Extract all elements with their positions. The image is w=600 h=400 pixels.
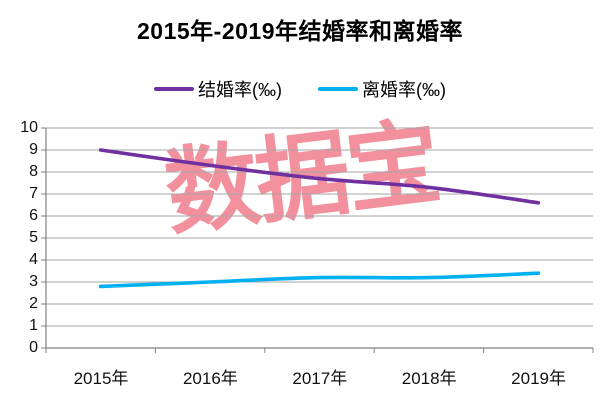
y-tick-label: 8 bbox=[29, 163, 38, 180]
x-tick-label-2017: 2017年 bbox=[292, 369, 348, 388]
y-tick-label: 7 bbox=[29, 185, 38, 202]
legend-item-marriage-rate: 结婚率(‰) bbox=[154, 76, 282, 102]
legend-item-divorce-rate: 离婚率(‰) bbox=[318, 76, 446, 102]
chart-title: 2015年-2019年结婚率和离婚率 bbox=[137, 18, 463, 44]
y-tick-label: 4 bbox=[29, 251, 38, 268]
y-tick-label: 5 bbox=[29, 229, 38, 246]
y-tick-label: 3 bbox=[29, 273, 38, 290]
legend-label-divorce: 离婚率(‰) bbox=[362, 80, 446, 100]
legend-line-swatch-divorce bbox=[318, 87, 358, 91]
y-tick-label: 6 bbox=[29, 207, 38, 224]
y-tick-label: 2 bbox=[29, 295, 38, 312]
x-tick-label-2015: 2015年 bbox=[73, 369, 129, 388]
y-tick-label: 1 bbox=[29, 317, 38, 334]
y-tick-label: 0 bbox=[29, 339, 38, 356]
y-tick-label: 10 bbox=[20, 119, 38, 136]
legend-line-swatch-marriage bbox=[154, 87, 194, 91]
plot-svg bbox=[41, 127, 594, 353]
x-tick-label-2016: 2016年 bbox=[182, 369, 238, 388]
series-line-1 bbox=[98, 271, 541, 289]
legend-label-marriage: 结婚率(‰) bbox=[198, 80, 282, 100]
chart-legend: 结婚率(‰) 离婚率(‰) bbox=[0, 76, 600, 102]
x-tick-label-2019: 2019年 bbox=[511, 369, 566, 388]
y-tick-label: 9 bbox=[29, 141, 38, 158]
series-line-0 bbox=[98, 148, 541, 205]
x-tick-label-2018: 2018年 bbox=[401, 369, 457, 388]
